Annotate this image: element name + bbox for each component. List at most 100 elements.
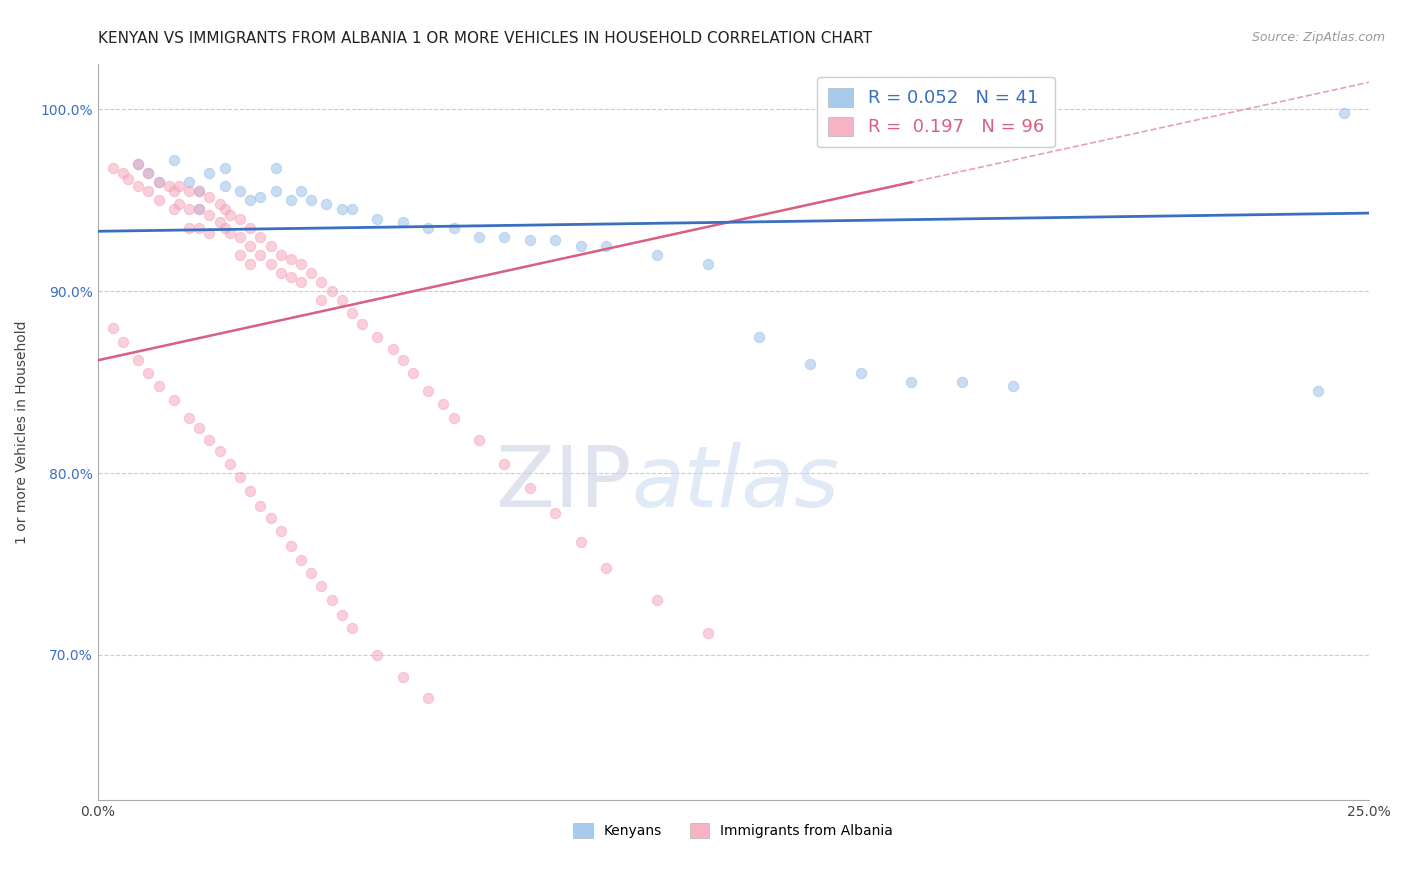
Point [138, 366, 160, 380]
Point [299, 266, 322, 280]
Point [188, 220, 211, 235]
Point [188, 184, 211, 198]
Point [443, 220, 465, 235]
Point [249, 190, 271, 204]
Point [544, 233, 567, 247]
Point [157, 178, 180, 193]
Point [239, 239, 262, 253]
Point [188, 184, 211, 198]
Point [290, 275, 312, 289]
Point [494, 229, 516, 244]
Point [391, 215, 413, 229]
Point [544, 506, 567, 520]
Point [494, 457, 516, 471]
Point [340, 620, 363, 634]
Point [299, 566, 322, 580]
Point [208, 444, 231, 458]
Point [366, 211, 388, 226]
Point [239, 484, 262, 499]
Point [352, 317, 374, 331]
Point [270, 266, 292, 280]
Point [330, 607, 353, 622]
Point [519, 233, 541, 247]
Point [299, 194, 322, 208]
Point [340, 202, 363, 217]
Point [366, 648, 388, 662]
Point [595, 239, 617, 253]
Point [198, 208, 221, 222]
Point [321, 593, 343, 607]
Point [148, 194, 170, 208]
Point [900, 375, 922, 389]
Point [239, 257, 262, 271]
Point [214, 220, 236, 235]
Point [280, 539, 302, 553]
Point [330, 202, 353, 217]
Point [229, 229, 252, 244]
Point [167, 197, 190, 211]
Point [799, 357, 821, 371]
Point [188, 420, 211, 434]
Point [148, 175, 170, 189]
Point [432, 397, 454, 411]
Point [218, 226, 240, 240]
Point [229, 184, 252, 198]
Point [179, 184, 201, 198]
Point [138, 166, 160, 180]
Point [239, 194, 262, 208]
Point [167, 178, 190, 193]
Y-axis label: 1 or more Vehicles in Household: 1 or more Vehicles in Household [15, 320, 30, 544]
Point [249, 229, 271, 244]
Point [595, 560, 617, 574]
Point [748, 329, 770, 343]
Point [229, 211, 252, 226]
Point [163, 184, 186, 198]
Point [218, 208, 240, 222]
Point [163, 393, 186, 408]
Point [208, 215, 231, 229]
Point [321, 285, 343, 299]
Point [198, 226, 221, 240]
Text: atlas: atlas [631, 442, 839, 525]
Point [468, 434, 491, 448]
Point [259, 239, 281, 253]
Point [249, 248, 271, 262]
Point [569, 239, 592, 253]
Text: Source: ZipAtlas.com: Source: ZipAtlas.com [1251, 31, 1385, 45]
Point [311, 275, 333, 289]
Text: ZIP: ZIP [495, 442, 631, 525]
Point [112, 166, 135, 180]
Point [239, 220, 262, 235]
Point [198, 166, 221, 180]
Point [179, 411, 201, 425]
Legend: Kenyans, Immigrants from Albania: Kenyans, Immigrants from Albania [567, 815, 900, 845]
Point [381, 343, 404, 357]
Point [330, 293, 353, 308]
Point [179, 175, 201, 189]
Point [311, 293, 333, 308]
Point [402, 366, 425, 380]
Point [214, 202, 236, 217]
Point [270, 248, 292, 262]
Point [163, 153, 186, 168]
Point [163, 202, 186, 217]
Point [188, 202, 211, 217]
Point [418, 220, 440, 235]
Point [315, 197, 337, 211]
Point [645, 248, 668, 262]
Point [101, 161, 124, 175]
Point [112, 335, 135, 350]
Point [519, 481, 541, 495]
Point [179, 202, 201, 217]
Point [198, 434, 221, 448]
Point [849, 366, 872, 380]
Point [697, 257, 720, 271]
Point [290, 184, 312, 198]
Point [148, 378, 170, 392]
Point [311, 579, 333, 593]
Point [290, 257, 312, 271]
Point [229, 469, 252, 483]
Point [468, 229, 491, 244]
Point [391, 670, 413, 684]
Point [218, 457, 240, 471]
